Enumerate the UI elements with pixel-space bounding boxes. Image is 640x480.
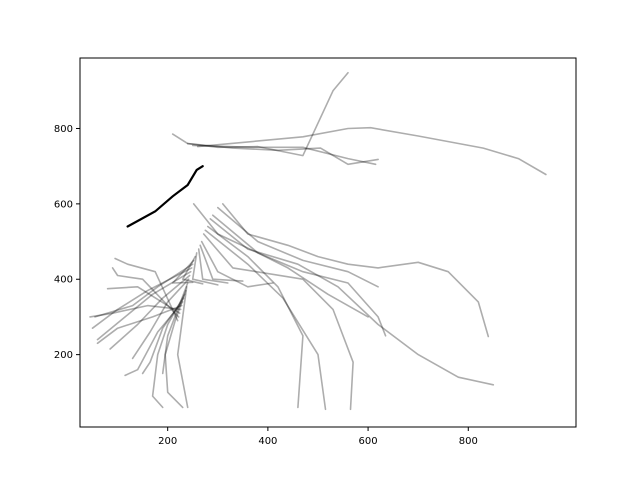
trajectory-line-19 xyxy=(91,267,193,330)
trajectory-line-24 xyxy=(176,285,189,409)
trajectory-line-5 xyxy=(222,203,490,338)
trajectory-line-31 xyxy=(106,285,181,315)
trajectory-line-34 xyxy=(192,203,369,318)
trajectory-line-28 xyxy=(124,301,184,377)
trajectory-line-27 xyxy=(141,297,185,375)
trajectory-line-26 xyxy=(151,293,186,409)
trajectory-line-21 xyxy=(109,274,191,350)
trajectory-line-10 xyxy=(204,229,327,411)
trajectory-line-4 xyxy=(196,126,547,176)
trajectory-line-3 xyxy=(191,144,377,166)
y-tick-label-400: 400 xyxy=(54,275,73,286)
trajectory-line-29 xyxy=(96,304,183,345)
y-tick-label-800: 800 xyxy=(54,124,73,135)
trajectory-line-32 xyxy=(111,267,180,318)
y-axis: 200 400 600 800 xyxy=(54,124,80,361)
y-tick-label-200: 200 xyxy=(54,350,73,361)
y-tick-label-600: 600 xyxy=(54,199,73,210)
trajectory-line-23 xyxy=(161,282,189,375)
trajectory-line-30 xyxy=(89,304,182,318)
trajectory-line-14 xyxy=(197,248,229,284)
trajectory-line-11 xyxy=(202,233,354,411)
trajectory-line-22 xyxy=(131,278,190,360)
trajectory-line-1 xyxy=(171,71,349,157)
trajectory-line-9 xyxy=(207,225,304,409)
trajectory-line-2 xyxy=(186,142,379,166)
trajectory-line-16 xyxy=(181,255,204,285)
trajectory-line-17 xyxy=(171,259,195,284)
x-axis: 200 400 600 800 xyxy=(158,427,478,447)
trajectory-line-25 xyxy=(164,289,187,409)
main-path-line xyxy=(126,165,204,228)
trajectory-line-8 xyxy=(209,218,495,386)
plot-area xyxy=(89,71,547,411)
trajectory-line-20 xyxy=(96,270,192,341)
axes-frame xyxy=(79,57,577,428)
trajectory-line-7 xyxy=(212,214,387,337)
trajectory-line-12 xyxy=(200,240,274,288)
x-tick-label-800: 800 xyxy=(459,436,478,447)
trajectory-line-6 xyxy=(217,206,379,288)
x-tick-label-400: 400 xyxy=(258,436,277,447)
x-tick-label-200: 200 xyxy=(158,436,177,447)
trajectory-line-18 xyxy=(94,263,194,318)
trajectory-line-15 xyxy=(191,252,219,286)
trajectory-line-33 xyxy=(114,257,179,322)
x-tick-label-600: 600 xyxy=(359,436,378,447)
trajectory-line-13 xyxy=(199,244,244,282)
